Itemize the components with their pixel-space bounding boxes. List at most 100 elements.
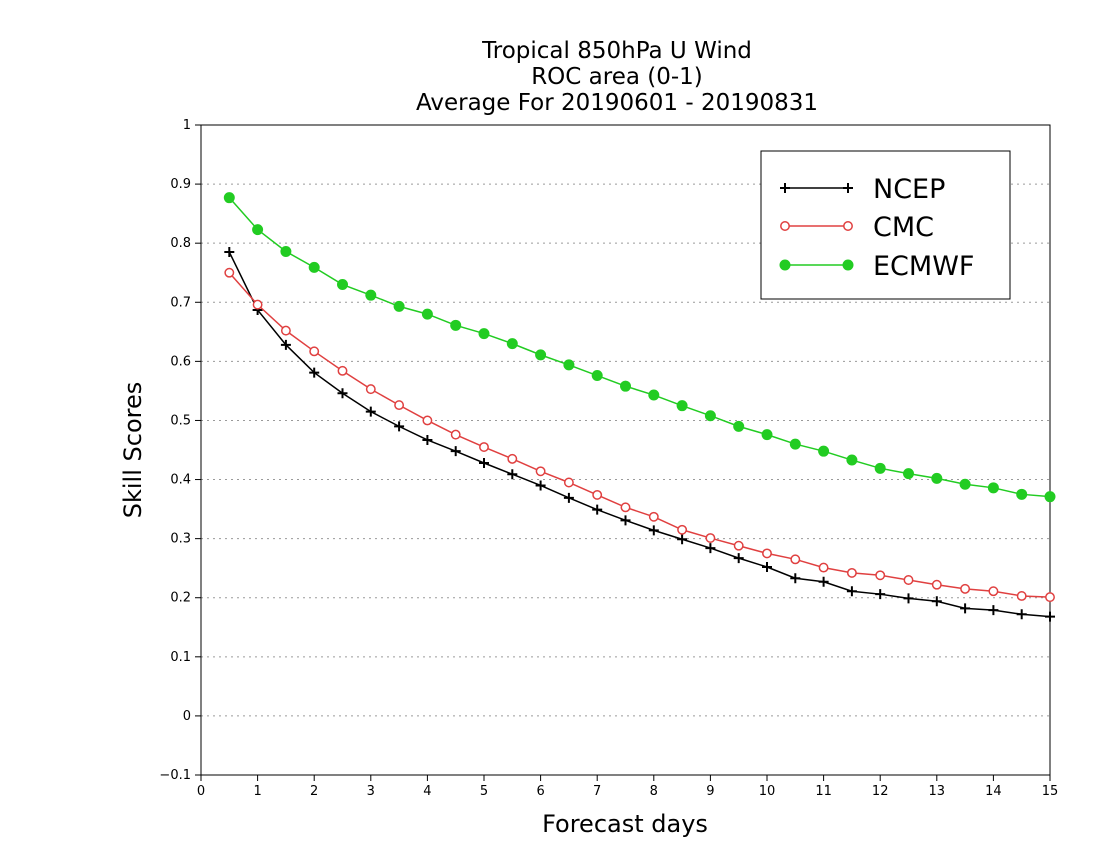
data-point xyxy=(394,421,405,432)
data-point xyxy=(960,603,971,614)
data-point xyxy=(846,454,858,466)
data-point xyxy=(780,221,790,231)
data-point xyxy=(780,183,790,193)
y-tick-label: 0.2 xyxy=(170,591,191,606)
data-point xyxy=(988,586,999,597)
data-point xyxy=(280,339,291,350)
series-ncep xyxy=(224,247,1055,622)
data-point xyxy=(394,400,405,411)
data-point xyxy=(563,359,575,371)
data-point xyxy=(308,261,320,273)
legend-entry-ncep: NCEP xyxy=(780,174,945,205)
data-point xyxy=(903,593,914,604)
data-point xyxy=(875,570,886,581)
y-tick-label: 0.4 xyxy=(170,473,191,488)
x-tick-label: 4 xyxy=(423,784,431,799)
data-point xyxy=(677,524,688,535)
data-point xyxy=(422,434,433,445)
data-point xyxy=(450,319,462,331)
series-ecmwf xyxy=(223,192,1056,503)
data-point xyxy=(842,259,854,271)
data-point xyxy=(931,472,943,484)
data-point xyxy=(733,420,745,432)
data-point xyxy=(620,515,631,526)
data-point xyxy=(676,400,688,412)
data-point xyxy=(988,605,999,616)
data-point xyxy=(818,445,830,457)
data-point xyxy=(1045,611,1055,622)
data-point xyxy=(535,466,546,477)
y-tick-label: 0 xyxy=(183,709,191,724)
data-point xyxy=(733,540,744,551)
data-point xyxy=(789,438,801,450)
data-point xyxy=(563,477,574,488)
y-tick-label: 0.1 xyxy=(170,650,191,665)
data-point xyxy=(563,492,574,503)
data-point xyxy=(591,370,603,382)
data-point xyxy=(309,346,320,357)
data-point xyxy=(507,469,518,480)
data-point xyxy=(648,525,659,536)
data-point xyxy=(790,573,801,584)
data-point xyxy=(393,300,405,312)
data-point xyxy=(224,267,235,278)
y-tick-label: 0.9 xyxy=(170,177,191,192)
data-point xyxy=(1045,592,1055,603)
series xyxy=(223,192,1056,622)
y-tick-label: 0.6 xyxy=(170,354,191,369)
data-point xyxy=(704,410,716,422)
legend-label: NCEP xyxy=(873,174,945,205)
data-point xyxy=(761,429,773,441)
data-point xyxy=(620,502,631,513)
x-tick-label: 8 xyxy=(650,784,658,799)
data-point xyxy=(779,259,791,271)
chart-title-line-2: ROC area (0-1) xyxy=(531,64,703,90)
x-tick-label: 6 xyxy=(536,784,544,799)
data-point xyxy=(733,553,744,564)
series-line xyxy=(228,272,1051,598)
data-point xyxy=(478,328,490,340)
y-tick-label: −0.1 xyxy=(159,768,191,783)
data-point xyxy=(677,534,688,545)
data-point xyxy=(337,365,348,376)
x-tick-label: 12 xyxy=(872,784,889,799)
data-point xyxy=(252,299,263,310)
data-point xyxy=(252,224,264,236)
x-axis-label: Forecast days xyxy=(542,810,708,838)
legend-box xyxy=(760,150,1011,300)
y-axis-label: Skill Scores xyxy=(119,382,147,519)
series-line xyxy=(228,251,1051,618)
y-tick-label: 0.5 xyxy=(170,413,191,428)
data-point xyxy=(1044,491,1056,503)
data-point xyxy=(705,543,716,554)
data-point xyxy=(875,589,886,600)
data-point xyxy=(1016,609,1027,620)
data-point xyxy=(280,245,292,257)
x-tick-label: 2 xyxy=(310,784,318,799)
data-point xyxy=(421,308,433,320)
data-point xyxy=(620,380,631,392)
data-point xyxy=(535,480,546,491)
data-point xyxy=(960,583,971,594)
x-tick-label: 5 xyxy=(480,784,488,799)
data-point xyxy=(337,279,348,291)
data-point xyxy=(648,389,660,401)
data-point xyxy=(846,567,857,578)
data-point xyxy=(705,533,716,543)
data-point xyxy=(309,367,320,378)
data-point xyxy=(337,388,348,399)
axis-ticks: −0.100.10.20.30.40.50.60.70.80.910 1 2 3 4 5 6… xyxy=(159,118,1058,799)
data-point xyxy=(903,575,914,585)
data-point xyxy=(959,478,971,490)
x-tick-label: 0 xyxy=(197,784,205,799)
series-cmc xyxy=(224,267,1055,603)
legend-entry-ecmwf: ECMWF xyxy=(779,251,974,282)
data-point xyxy=(818,562,829,573)
x-tick-label: 14 xyxy=(985,784,1002,799)
x-tick-label: 3 xyxy=(367,784,375,799)
data-point xyxy=(507,453,518,464)
x-tick-label: 7 xyxy=(593,784,601,799)
data-point xyxy=(931,579,942,590)
data-point xyxy=(592,504,603,515)
